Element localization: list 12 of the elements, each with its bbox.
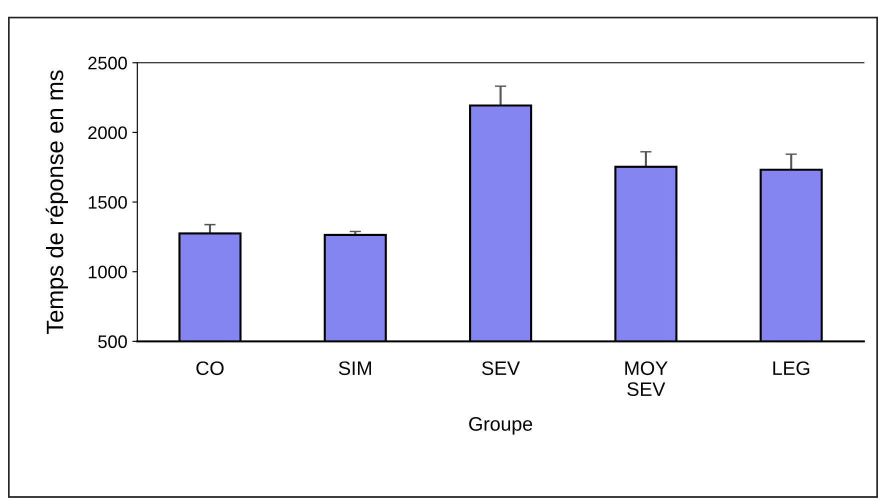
- y-tick-label: 2000: [88, 126, 127, 140]
- y-axis-title: Temps de réponse en ms: [46, 70, 68, 334]
- x-tick-label: SEV: [482, 361, 520, 376]
- x-tick-label: MOY SEV: [625, 361, 668, 396]
- y-tick-label: 1500: [88, 196, 127, 209]
- x-tick-label: SIM: [338, 361, 371, 376]
- x-tick-label: LEG: [773, 361, 810, 376]
- y-tick-label: 500: [98, 335, 127, 348]
- y-tick-label: 2500: [88, 56, 127, 70]
- x-tick-label: CO: [196, 361, 224, 376]
- y-tick-label: 1000: [88, 266, 127, 278]
- x-axis-title: Groupe: [469, 417, 532, 435]
